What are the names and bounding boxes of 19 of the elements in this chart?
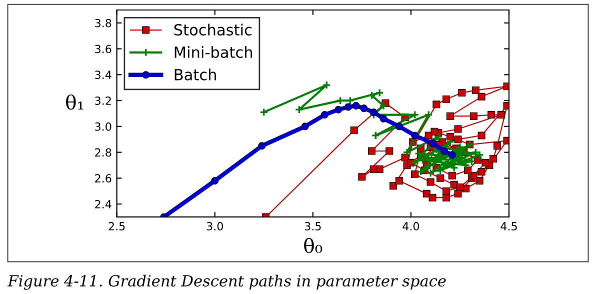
y-tick-label: 3.4: [95, 70, 112, 80]
y-tick-label: 3.8: [95, 18, 112, 28]
y-tick-label: 3.6: [95, 44, 112, 54]
x-tick-label: 3.5: [304, 222, 321, 230]
legend-label: Stochastic: [174, 24, 252, 36]
x-tick-label: 2.5: [108, 222, 125, 230]
x-tick-label: 4.0: [402, 222, 420, 230]
y-axis-title: θ₁: [66, 94, 84, 110]
caption: Figure 4-11. Gradient Descent paths in parameter space: [8, 274, 446, 290]
y-tick-label: 2.6: [95, 174, 112, 183]
x-axis-title: θ₀: [304, 238, 322, 254]
y-tick-label: 2.8: [95, 148, 112, 157]
legend-label: Batch: [174, 68, 216, 80]
y-tick-label: 2.4: [95, 200, 112, 208]
legend-label: Mini-batch: [174, 46, 252, 58]
y-tick-label: 3.0: [95, 122, 112, 131]
y-tick-label: 3.2: [95, 96, 111, 105]
x-tick-label: 3.0: [206, 222, 223, 230]
x-tick-label: 4.5: [500, 222, 517, 230]
